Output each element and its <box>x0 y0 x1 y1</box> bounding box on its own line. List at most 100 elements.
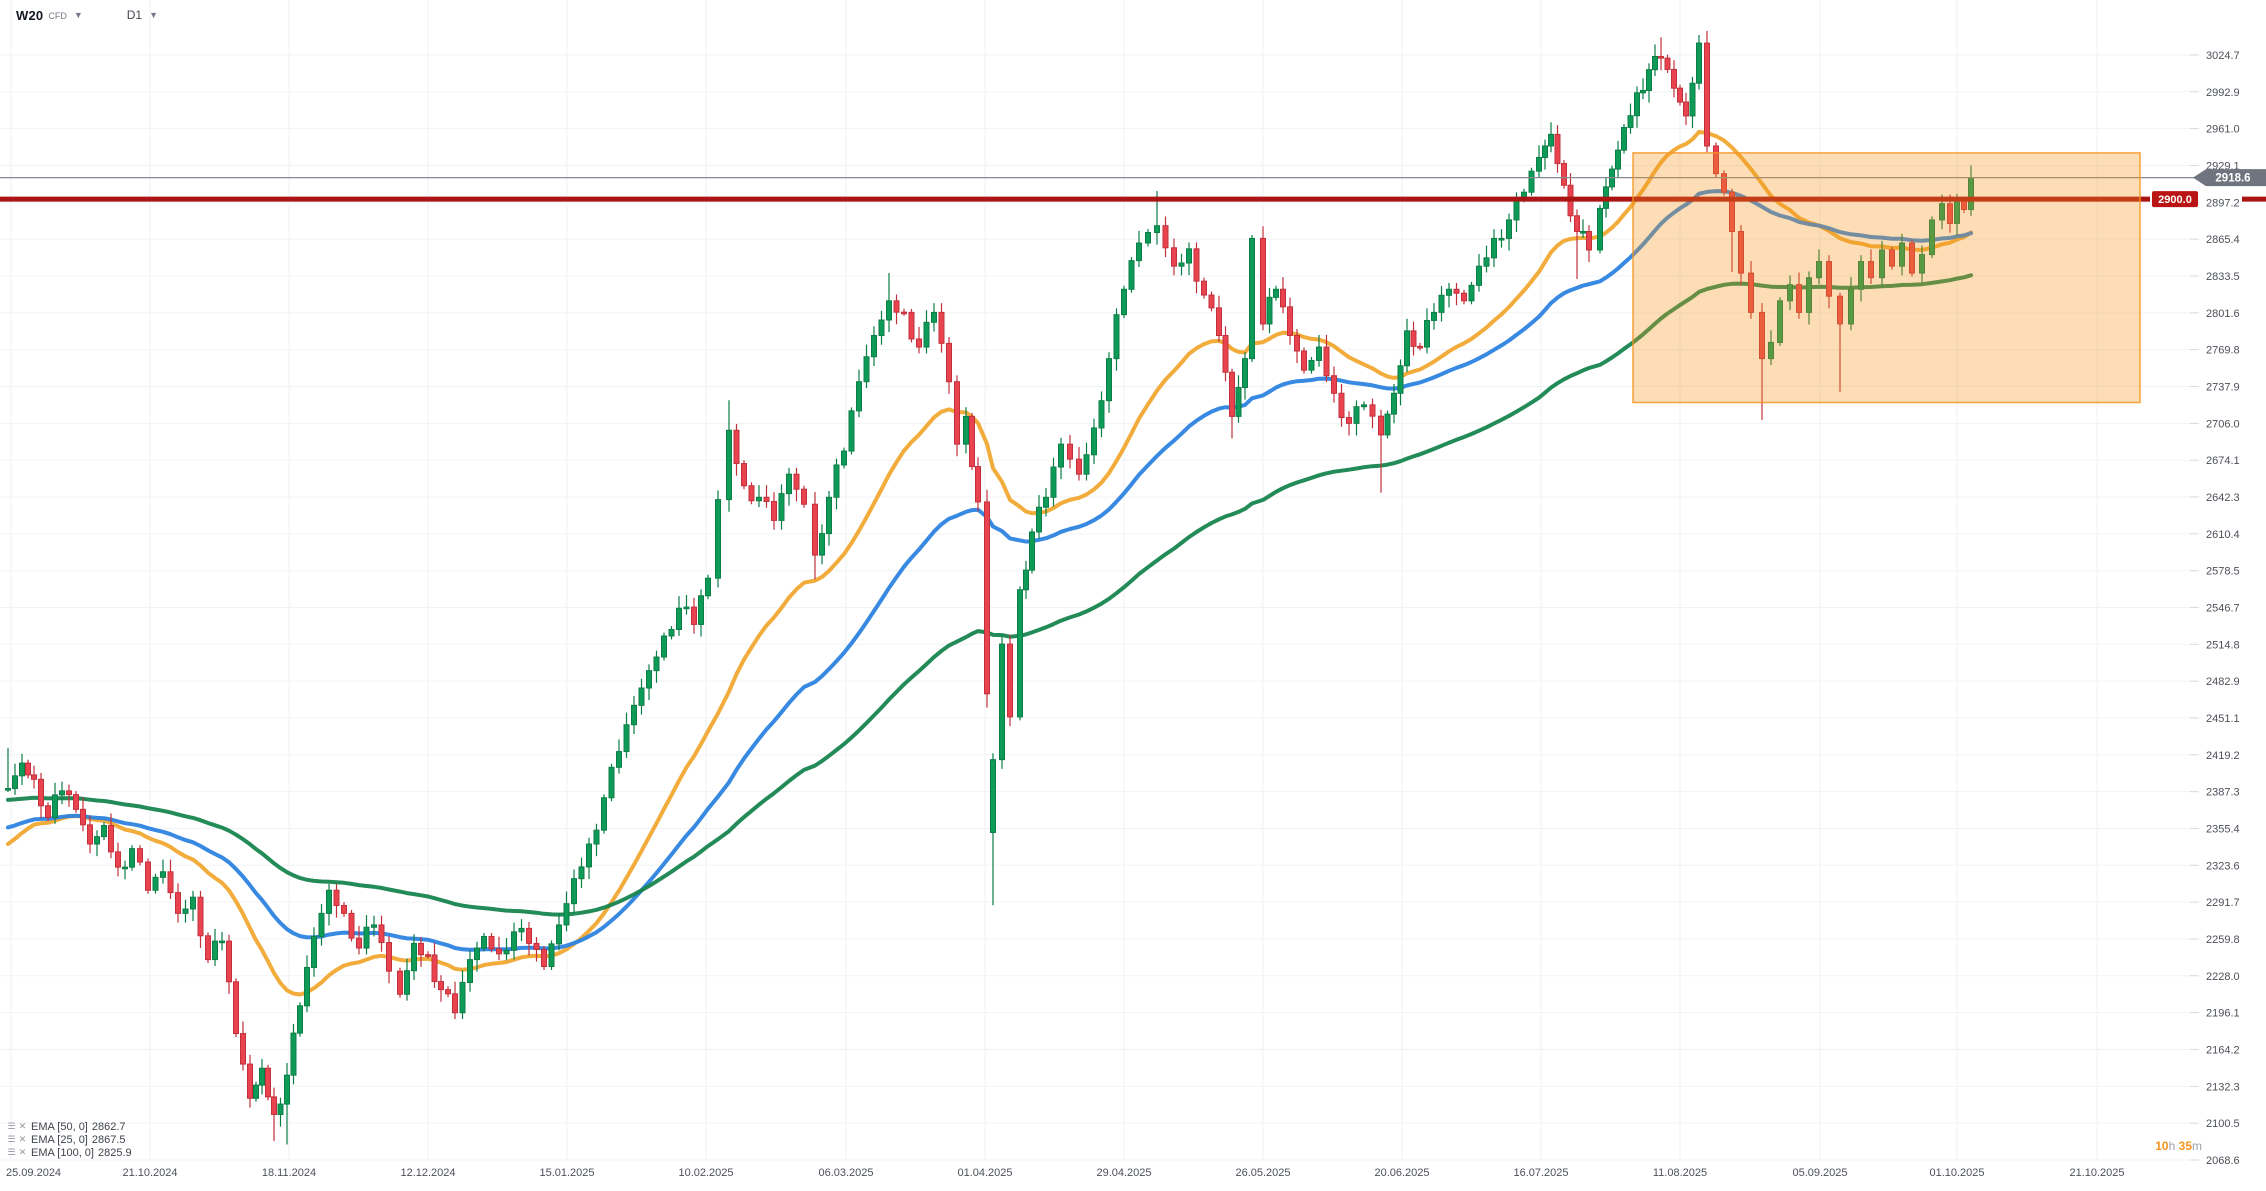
candle-body <box>1280 288 1286 308</box>
candle-body <box>999 643 1005 761</box>
ema-50-line[interactable] <box>6 189 1973 952</box>
candle-body <box>1338 392 1345 419</box>
candle-body <box>1713 145 1719 175</box>
legend-row-ema25[interactable]: ☰ ✕ EMA [25, 0] 2867.5 <box>6 1133 132 1146</box>
indicator-remove-icon[interactable]: ✕ <box>18 1147 27 1157</box>
ema-100-line[interactable] <box>6 273 1973 917</box>
candle-body <box>1404 330 1410 367</box>
candle-body <box>115 851 121 868</box>
candle-body <box>1453 288 1460 294</box>
timeframe-selector[interactable]: D1 ▼ <box>83 8 158 22</box>
candle-body <box>963 415 969 445</box>
candle-body <box>826 496 832 535</box>
candle-body <box>668 629 675 637</box>
candle-body <box>1235 387 1242 417</box>
candle-body <box>175 892 181 914</box>
candle-body <box>715 499 721 579</box>
indicator-settings-icon[interactable]: ☰ <box>7 1121 16 1131</box>
price-axis-label: 2833.5 <box>2206 271 2240 283</box>
price-axis-label: 3024.7 <box>2206 50 2240 62</box>
candle-body <box>1193 248 1200 282</box>
legend-row-ema100[interactable]: ☰ ✕ EMA [100, 0] 2825.9 <box>6 1146 131 1159</box>
candle-body <box>1837 295 1843 325</box>
candle-body <box>108 825 114 853</box>
candle-body <box>431 954 438 983</box>
candle-body <box>548 943 555 968</box>
candle-body <box>1542 145 1548 159</box>
price-axis-label: 2992.9 <box>2206 87 2240 99</box>
candle-body <box>481 935 487 949</box>
candle-body <box>601 797 607 831</box>
indicator-name: EMA [50, 0] <box>31 1120 88 1133</box>
candle-body <box>623 724 630 753</box>
highlight-zone[interactable] <box>1632 152 2141 404</box>
candle-body <box>778 493 785 521</box>
candle-body <box>1721 173 1727 193</box>
candle-body <box>1201 280 1207 296</box>
legend-row-ema50[interactable]: ☰ ✕ EMA [50, 0] 2862.7 <box>6 1120 132 1133</box>
indicator-remove-icon[interactable]: ✕ <box>18 1134 27 1144</box>
candle-body <box>5 788 11 791</box>
candle-body <box>1899 242 1905 267</box>
candle-body <box>946 342 952 383</box>
date-axis-label: 25.09.2024 <box>6 1167 61 1179</box>
candle-body <box>923 321 930 348</box>
candle-body <box>1796 284 1802 313</box>
candle-body <box>1947 203 1953 224</box>
candle-body <box>801 488 807 505</box>
candle-body <box>1848 288 1854 325</box>
candle-body <box>638 687 645 706</box>
symbol-selector[interactable]: W20 CFD ▼ <box>16 8 83 23</box>
candle-body <box>38 778 44 807</box>
candle-body <box>1076 458 1082 475</box>
candle-body <box>190 896 196 910</box>
candle-body <box>1597 207 1603 251</box>
price-axis-label: 2100.5 <box>2206 1118 2240 1130</box>
candle-body <box>1939 203 1945 221</box>
candle-body <box>563 903 570 926</box>
candle-body <box>1216 307 1222 336</box>
candle-body <box>1561 163 1567 186</box>
indicator-legend: ☰ ✕ EMA [50, 0] 2862.7 ☰ ✕ EMA [25, 0] 2… <box>6 1120 132 1159</box>
candle-body <box>318 912 325 937</box>
candle-body <box>661 635 667 658</box>
candle-body <box>259 1067 265 1086</box>
candle-body <box>1446 288 1452 296</box>
candle-body <box>1091 427 1097 456</box>
candle-body <box>1058 443 1064 468</box>
candle-body <box>1787 284 1793 302</box>
candle-body <box>233 981 239 1035</box>
candle-body <box>848 410 855 452</box>
candle-body <box>1615 149 1621 170</box>
candle-body <box>1806 277 1812 313</box>
candle-body <box>1301 350 1307 371</box>
candle-body <box>1424 319 1430 348</box>
indicator-remove-icon[interactable]: ✕ <box>18 1121 27 1131</box>
candle-body <box>1640 89 1646 94</box>
candle-body <box>586 843 592 868</box>
candle-body <box>616 751 622 768</box>
candle-body <box>474 947 480 961</box>
price-axis-label: 2737.9 <box>2206 381 2240 393</box>
indicator-settings-icon[interactable]: ☰ <box>7 1134 16 1144</box>
ema-25-line[interactable] <box>6 129 1973 997</box>
candle-body <box>741 463 747 487</box>
candle-body <box>833 464 840 498</box>
candle-body <box>1729 191 1735 232</box>
candle-body <box>1369 404 1376 417</box>
candle-body <box>1171 247 1177 267</box>
indicator-settings-icon[interactable]: ☰ <box>7 1147 16 1157</box>
candle-body <box>311 935 317 968</box>
price-axis-label: 2482.9 <box>2206 676 2240 688</box>
price-axis-label: 2865.4 <box>2206 234 2240 246</box>
candle-body <box>404 970 410 995</box>
candle-body <box>1586 230 1592 251</box>
candle-body <box>1491 237 1497 259</box>
candle-body <box>1023 569 1029 591</box>
candle-body <box>1621 126 1627 151</box>
candle-body <box>763 496 770 502</box>
candle-body <box>1323 346 1330 377</box>
candle-body <box>1652 56 1658 71</box>
candle-body <box>954 381 960 445</box>
